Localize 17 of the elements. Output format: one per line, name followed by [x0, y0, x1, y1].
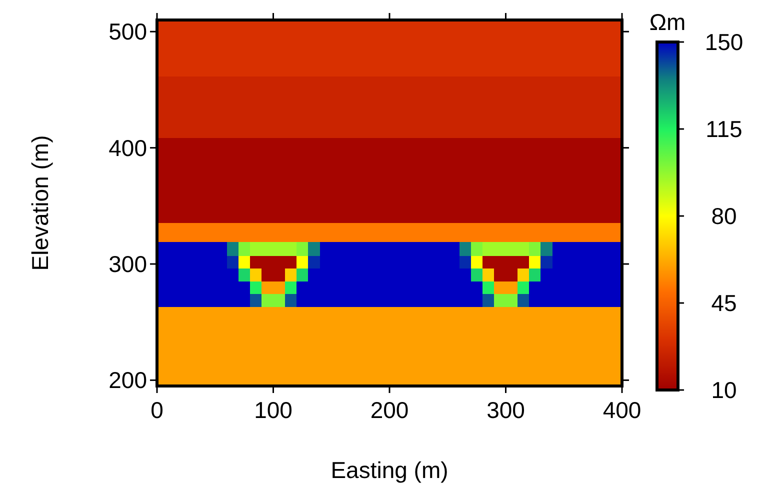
- x-tick-label: 300: [486, 397, 525, 423]
- x-tick-label: 100: [254, 397, 292, 423]
- color-bar-label: 10: [711, 377, 737, 404]
- y-tick-label: 500: [108, 18, 147, 45]
- y-tick-label: 400: [108, 134, 147, 161]
- color-bar-label: 80: [711, 203, 737, 230]
- x-tick-label: 0: [150, 397, 164, 423]
- y-axis-title: Elevation (m): [27, 135, 53, 271]
- x-tick-label: 400: [602, 397, 642, 423]
- color-bar-label: 45: [711, 290, 737, 316]
- y-tick-label: 300: [108, 251, 147, 278]
- color-bar-title: Ωm: [649, 9, 686, 35]
- color-bar-label: 150: [704, 29, 744, 56]
- x-tick-label: 200: [370, 397, 409, 423]
- color-bar-label: 115: [706, 116, 742, 142]
- y-tick-label: 200: [108, 367, 147, 394]
- x-axis-title: Easting (m): [330, 457, 448, 483]
